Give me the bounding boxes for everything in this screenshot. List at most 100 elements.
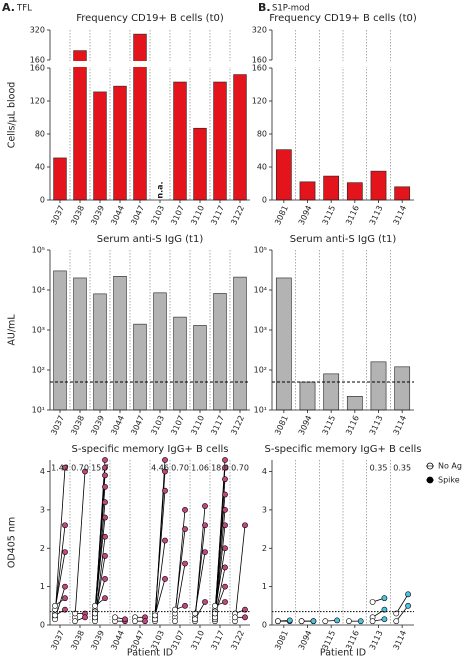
x-tick-label: 3122: [229, 204, 246, 226]
pair-line: [94, 486, 106, 610]
bar: [233, 276, 247, 411]
pair-line: [154, 490, 166, 614]
point-spike: [122, 616, 128, 623]
x-tick-label: 3122: [229, 629, 246, 651]
x-tick-label: 3037: [49, 204, 66, 226]
point-spike: [286, 617, 293, 624]
x-tick-label: 3039: [89, 414, 106, 436]
point-spike: [162, 537, 168, 544]
point-no-ag: [152, 612, 158, 619]
x-tick-label: 3113: [368, 414, 385, 436]
bar: [73, 50, 87, 201]
y-tick-label: 160: [252, 56, 267, 65]
y-tick-label: 320: [252, 26, 267, 35]
bar: [299, 181, 316, 201]
y-tick-label: 10²: [32, 366, 45, 375]
pair-line: [214, 548, 226, 612]
bar: [173, 316, 187, 411]
x-tick-label: 3116: [344, 204, 361, 226]
pair-line: [54, 467, 66, 618]
point-spike: [182, 526, 188, 532]
point-spike: [222, 599, 228, 605]
y-tick-label: 4: [40, 467, 45, 476]
point-spike: [142, 618, 148, 625]
y-tick-label: 160: [30, 64, 45, 73]
point-spike: [222, 491, 228, 498]
bar: [233, 74, 247, 201]
bar: [394, 366, 411, 411]
point-spike: [102, 576, 108, 582]
point-spike: [182, 602, 188, 609]
x-tick-label: 3110: [189, 414, 206, 436]
point-spike: [162, 487, 168, 494]
annotation: 0.70: [231, 464, 249, 473]
y-tick-label: 0: [40, 196, 45, 205]
x-tick-label: 3081: [273, 414, 290, 436]
point-no-ag: [72, 610, 78, 617]
point-spike: [334, 617, 340, 624]
bar: [370, 361, 387, 411]
bar: [213, 293, 227, 411]
chart-title: S-specific memory IgG+ B cells: [72, 444, 229, 455]
x-tick-label: 3110: [189, 204, 206, 226]
bar: [299, 381, 316, 411]
bar: [346, 182, 363, 201]
bar: [53, 157, 67, 201]
bar: [53, 270, 67, 411]
axis-break: [268, 61, 414, 67]
x-tick-label: 3094: [297, 629, 314, 651]
pair-line: [154, 578, 166, 616]
point-spike: [222, 564, 228, 571]
bar: [153, 292, 167, 411]
point-spike: [222, 583, 228, 590]
bar: [346, 396, 363, 411]
point-spike: [242, 522, 248, 529]
point-no-ag: [132, 618, 138, 625]
pair-line: [174, 529, 186, 614]
x-tick-label: 3081: [273, 629, 290, 651]
y-tick-label: 10⁴: [32, 286, 45, 295]
point-no-ag: [212, 610, 218, 617]
x-tick-label: 3107: [169, 204, 186, 226]
point-spike: [182, 560, 188, 567]
point-no-ag: [393, 618, 400, 625]
pair-line: [395, 594, 409, 614]
y-tick-label: 120: [30, 97, 45, 106]
x-tick-label: 3115: [320, 414, 337, 436]
y-tick-label: 40: [257, 163, 267, 172]
y-tick-label: 160: [30, 56, 45, 65]
y-tick-label: 80: [35, 130, 45, 139]
point-spike: [202, 503, 208, 509]
panel-name: S1P-mod: [272, 4, 310, 14]
pair-line: [234, 525, 246, 622]
x-tick-label: 3039: [89, 204, 106, 226]
annotation: 0.35: [393, 464, 411, 473]
point-no-ag: [92, 610, 98, 617]
annotation: 0.35: [370, 464, 388, 473]
point-spike: [102, 595, 108, 602]
point-spike: [62, 595, 68, 602]
point-spike: [222, 506, 228, 513]
pair-line: [395, 605, 409, 622]
bar: [93, 91, 107, 201]
x-tick-label: 3122: [229, 414, 246, 436]
y-tick-label: 10³: [254, 326, 267, 335]
point-no-ag: [172, 606, 178, 613]
y-tick-label: 3: [40, 505, 45, 514]
bar: [275, 149, 292, 201]
bar: [323, 373, 340, 411]
point-spike: [405, 602, 411, 609]
bar: [93, 293, 107, 411]
point-spike: [62, 522, 68, 529]
point-spike: [405, 591, 411, 598]
annotation: 1.06: [191, 464, 209, 473]
y-tick-label: 2: [40, 544, 45, 553]
point-spike: [62, 583, 68, 590]
x-tick-label: 3047: [129, 204, 146, 226]
y-tick-label: 0: [262, 196, 267, 205]
x-tick-label: 3103: [149, 414, 166, 436]
chart-title: Frequency CD19+ B cells (t0): [269, 13, 417, 24]
x-axis-label: Patient ID: [320, 648, 366, 659]
point-spike: [102, 499, 108, 506]
point-spike: [357, 618, 364, 625]
